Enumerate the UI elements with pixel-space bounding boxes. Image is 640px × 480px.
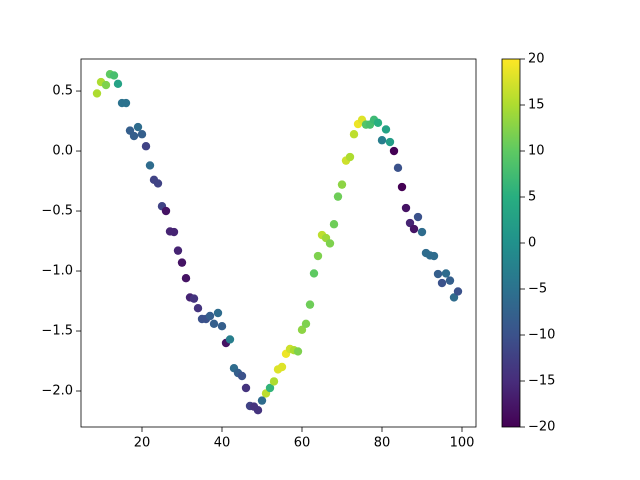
point (449, 293, 459, 302)
point (153, 179, 163, 188)
point (297, 325, 307, 335)
point (257, 396, 267, 405)
x-tick-label: 80 (374, 436, 391, 451)
colorbar-tick-label: 15 (528, 98, 545, 113)
x-tick-label: 100 (450, 436, 475, 451)
point (409, 224, 419, 234)
point (453, 287, 463, 296)
point (205, 311, 215, 321)
point (253, 406, 263, 415)
point (401, 203, 411, 213)
point (92, 89, 102, 98)
colorbar-tick-label: −10 (528, 328, 555, 343)
point (337, 180, 347, 189)
point (413, 212, 423, 222)
point (397, 182, 407, 192)
colorbar-tick-label: 5 (528, 190, 536, 205)
y-tick-label: −1.0 (41, 264, 73, 279)
point (189, 294, 199, 303)
point (349, 130, 359, 139)
x-tick-label: 60 (294, 436, 311, 451)
point (173, 246, 183, 255)
point (217, 322, 227, 331)
point (393, 163, 403, 173)
point (129, 131, 139, 141)
point (193, 304, 203, 313)
point (377, 136, 387, 145)
point (329, 220, 339, 229)
point (269, 377, 279, 386)
point (345, 152, 355, 162)
point (301, 319, 311, 329)
point (113, 79, 123, 89)
y-tick-label: −1.5 (41, 324, 73, 339)
point (145, 161, 155, 170)
point (429, 251, 439, 261)
y-tick-label: 0.5 (52, 84, 73, 99)
colorbar (501, 58, 521, 428)
axes-frame (80, 58, 477, 428)
point (169, 227, 179, 237)
colorbar-tick-label: −5 (528, 282, 547, 297)
point (373, 118, 383, 128)
point (181, 274, 191, 283)
point (161, 206, 171, 216)
point (213, 308, 223, 318)
x-tick-label: 20 (134, 436, 151, 451)
colorbar-tick-label: −20 (528, 420, 555, 435)
point (121, 98, 131, 108)
point (309, 269, 319, 278)
point (385, 137, 395, 147)
y-tick-label: −2.0 (41, 384, 73, 399)
point (417, 227, 427, 237)
point (209, 319, 219, 329)
point (241, 383, 251, 393)
point (265, 383, 275, 393)
point (277, 362, 287, 372)
point (313, 251, 323, 261)
point (381, 125, 391, 134)
y-tick-label: −0.5 (41, 204, 73, 219)
point (405, 218, 415, 228)
point (237, 371, 247, 381)
y-tick-label: 0.0 (52, 144, 73, 159)
point (433, 269, 443, 279)
point (109, 71, 119, 80)
point (225, 335, 235, 344)
colorbar-tick-label: 20 (528, 52, 545, 67)
point (293, 347, 303, 356)
point (177, 258, 187, 267)
colorbar-tick-label: −15 (528, 374, 555, 389)
point (101, 80, 111, 90)
point (445, 276, 455, 285)
point (437, 278, 447, 288)
point (441, 269, 451, 278)
point (389, 146, 399, 156)
colorbar-tick-label: 0 (528, 236, 536, 251)
point (333, 192, 343, 201)
point (141, 142, 151, 151)
point (305, 300, 315, 309)
point (137, 130, 147, 139)
point (325, 239, 335, 248)
colorbar-tick-label: 10 (528, 144, 545, 159)
point (133, 122, 143, 132)
x-tick-label: 40 (214, 436, 231, 451)
